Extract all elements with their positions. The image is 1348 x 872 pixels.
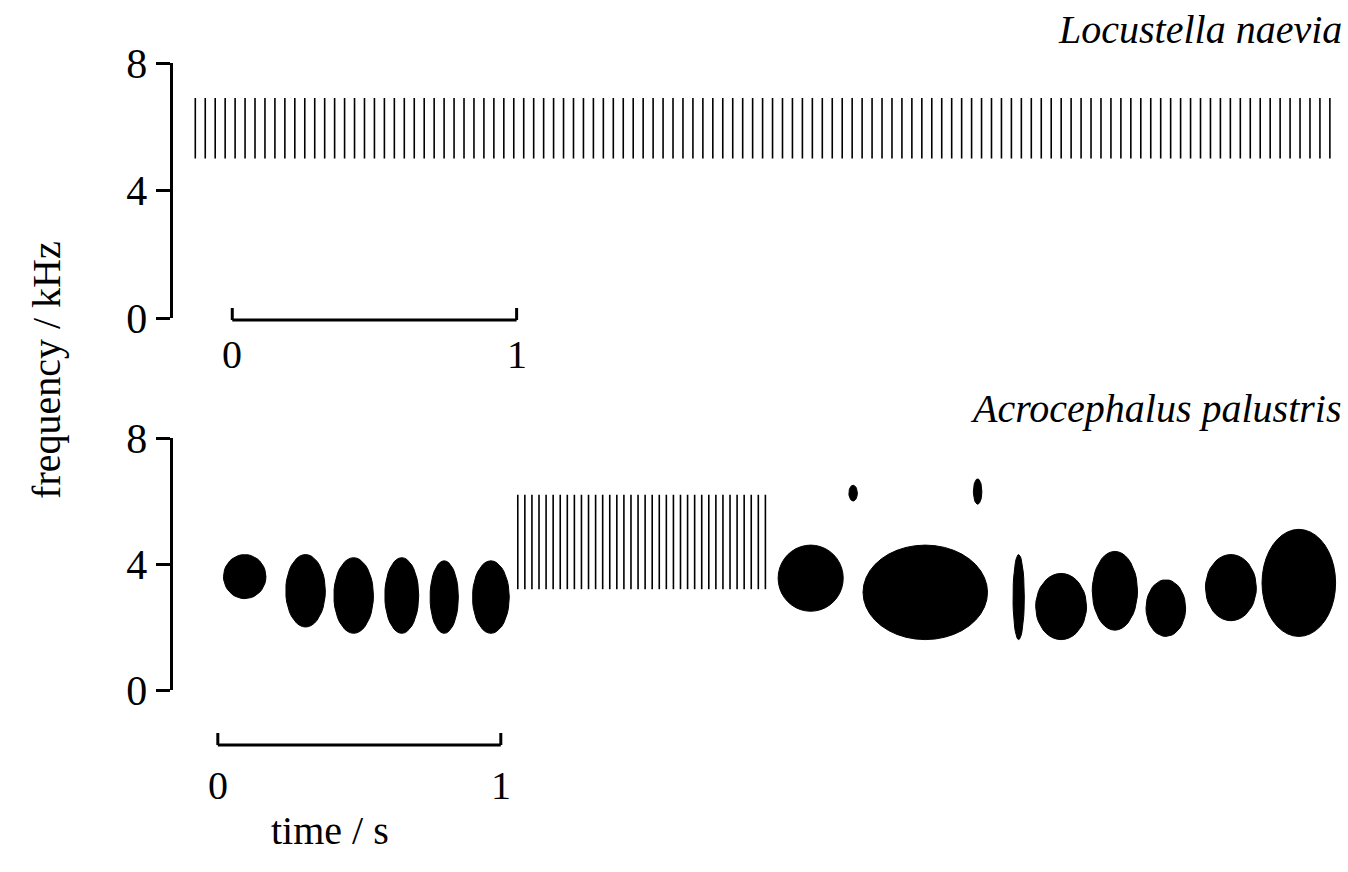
svg-text:0: 0	[126, 668, 147, 714]
svg-text:Locustella naevia: Locustella naevia	[1058, 7, 1342, 52]
svg-text:4: 4	[126, 168, 147, 214]
svg-text:Acrocephalus palustris: Acrocephalus palustris	[970, 386, 1342, 431]
svg-text:8: 8	[126, 41, 147, 87]
svg-text:0: 0	[126, 296, 147, 342]
svg-text:frequency / kHz: frequency / kHz	[24, 241, 69, 499]
svg-text:1: 1	[491, 763, 511, 808]
svg-text:0: 0	[222, 332, 242, 377]
svg-text:8: 8	[126, 416, 147, 462]
svg-text:4: 4	[126, 542, 147, 588]
svg-text:1: 1	[507, 332, 527, 377]
svg-text:0: 0	[208, 763, 228, 808]
svg-text:time / s: time / s	[271, 808, 389, 853]
